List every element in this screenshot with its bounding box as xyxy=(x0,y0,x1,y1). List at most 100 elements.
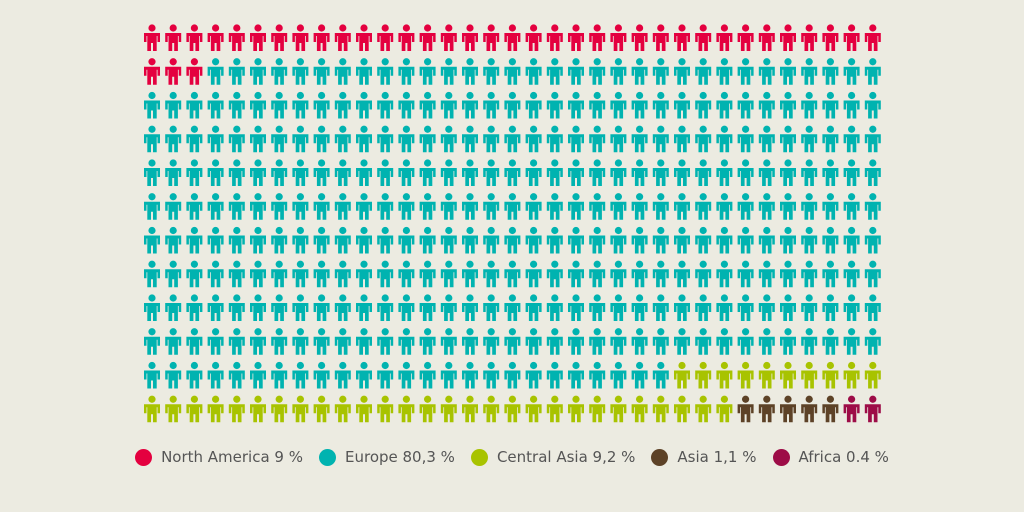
person-icon-europe xyxy=(504,260,521,288)
person-icon-north-america xyxy=(737,24,754,51)
person-icon-north-america xyxy=(356,24,372,51)
person-icon-europe xyxy=(631,328,648,355)
person-icon-europe xyxy=(250,159,266,186)
person-icon-europe xyxy=(758,159,775,186)
person-icon-europe xyxy=(568,328,584,355)
person-icon-north-america xyxy=(186,58,203,85)
person-icon-europe xyxy=(165,294,182,321)
person-icon-europe xyxy=(568,91,584,119)
person-icon-europe xyxy=(483,361,500,389)
person-icon-central-asia xyxy=(504,395,521,423)
person-icon-europe xyxy=(504,125,521,153)
person-icon-europe xyxy=(864,193,881,220)
person-icon-central-asia xyxy=(144,395,160,423)
person-icon-europe xyxy=(864,328,881,355)
person-icon-europe xyxy=(144,125,160,153)
person-icon-europe xyxy=(716,260,733,288)
person-icon-europe xyxy=(568,361,584,389)
person-icon-europe xyxy=(165,328,182,355)
person-icon-europe xyxy=(419,159,436,186)
person-icon-europe xyxy=(843,159,860,186)
person-icon-europe xyxy=(695,125,712,153)
person-icon-europe xyxy=(483,91,500,119)
person-icon-europe xyxy=(356,226,372,254)
person-icon-europe xyxy=(546,193,563,220)
person-icon-central-asia xyxy=(334,395,351,423)
person-icon-europe xyxy=(822,328,839,355)
person-icon-north-america xyxy=(758,24,775,51)
person-icon-central-asia xyxy=(674,395,690,423)
person-icon-europe xyxy=(228,328,245,355)
person-icon-central-asia xyxy=(419,395,436,423)
person-icon-europe xyxy=(398,159,415,186)
person-icon-europe xyxy=(165,193,182,220)
person-icon-europe xyxy=(313,159,330,186)
person-icon-europe xyxy=(716,193,733,220)
person-icon-europe xyxy=(652,294,669,321)
person-icon-europe xyxy=(843,58,860,85)
person-icon-europe xyxy=(652,361,669,389)
person-icon-europe xyxy=(186,193,203,220)
person-icon-north-america xyxy=(674,24,690,51)
person-icon-europe xyxy=(822,226,839,254)
person-icon-europe xyxy=(483,294,500,321)
person-icon-europe xyxy=(462,361,478,389)
person-icon-europe xyxy=(631,159,648,186)
person-icon-europe xyxy=(758,226,775,254)
person-icon-europe xyxy=(546,294,563,321)
person-icon-europe xyxy=(780,294,796,321)
person-icon-europe xyxy=(780,58,796,85)
person-icon-north-america xyxy=(483,24,500,51)
person-icon-europe xyxy=(674,193,690,220)
person-icon-north-america xyxy=(186,24,203,51)
person-icon-europe xyxy=(589,294,606,321)
person-icon-north-america xyxy=(568,24,584,51)
person-icon-europe xyxy=(250,361,266,389)
person-icon-europe xyxy=(250,91,266,119)
person-icon-africa xyxy=(864,395,881,423)
pictogram-grid xyxy=(144,24,881,423)
person-icon-north-america xyxy=(864,24,881,51)
person-icon-europe xyxy=(165,159,182,186)
person-icon-europe xyxy=(801,159,818,186)
person-icon-europe xyxy=(801,91,818,119)
person-icon-europe xyxy=(313,260,330,288)
person-icon-europe xyxy=(250,58,266,85)
person-icon-north-america xyxy=(631,24,648,51)
person-icon-north-america xyxy=(144,24,160,51)
person-icon-central-asia xyxy=(610,395,627,423)
person-icon-central-asia xyxy=(716,361,733,389)
person-icon-europe xyxy=(631,125,648,153)
person-icon-europe xyxy=(419,91,436,119)
person-icon-europe xyxy=(144,294,160,321)
person-icon-europe xyxy=(652,125,669,153)
person-icon-europe xyxy=(165,260,182,288)
person-icon-europe xyxy=(334,193,351,220)
person-icon-europe xyxy=(758,91,775,119)
person-icon-europe xyxy=(334,260,351,288)
person-icon-europe xyxy=(419,260,436,288)
person-icon-europe xyxy=(546,361,563,389)
person-icon-europe xyxy=(440,328,457,355)
person-icon-europe xyxy=(440,91,457,119)
person-icon-europe xyxy=(398,328,415,355)
person-icon-europe xyxy=(674,260,690,288)
person-icon-europe xyxy=(440,58,457,85)
person-icon-europe xyxy=(207,159,224,186)
person-icon-north-america xyxy=(207,24,224,51)
person-icon-europe xyxy=(631,260,648,288)
person-icon-north-america xyxy=(610,24,627,51)
person-icon-asia xyxy=(737,395,754,423)
person-icon-central-asia xyxy=(780,361,796,389)
person-icon-europe xyxy=(589,58,606,85)
person-icon-europe xyxy=(228,260,245,288)
person-icon-europe xyxy=(186,294,203,321)
person-icon-europe xyxy=(271,193,288,220)
legend-dot-icon xyxy=(772,448,790,466)
person-icon-central-asia xyxy=(313,395,330,423)
person-icon-north-america xyxy=(716,24,733,51)
person-icon-asia xyxy=(758,395,775,423)
person-icon-europe xyxy=(780,193,796,220)
person-icon-europe xyxy=(228,193,245,220)
person-icon-europe xyxy=(695,294,712,321)
